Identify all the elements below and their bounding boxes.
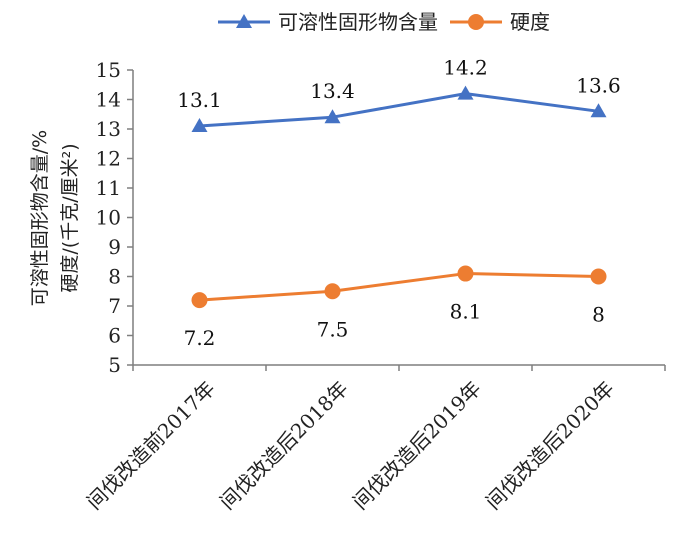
y-axis-title-line-2: 硬度/(千克/厘米²) — [59, 143, 81, 292]
series-line-1 — [199, 92, 599, 128]
legend-marker-1 — [236, 14, 252, 28]
legend-label-1: 可溶性固形物含量 — [278, 10, 438, 34]
data-point — [191, 292, 208, 309]
y-tick-label: 5 — [108, 353, 121, 377]
y-tick-label: 15 — [96, 58, 121, 82]
legend-label-2: 硬度 — [510, 10, 550, 34]
data-point — [590, 103, 607, 118]
y-tick-label: 11 — [96, 176, 121, 200]
data-point — [457, 85, 474, 100]
plot-area: 13.1 13.4 14.2 13.6 7.2 7.5 8.1 8 — [177, 56, 621, 351]
y-tick-label: 7 — [108, 294, 121, 318]
y-axis-title: 可溶性固形物含量/% 硬度/(千克/厘米²) — [29, 130, 81, 306]
data-point — [324, 283, 341, 300]
data-label: 14.2 — [443, 56, 488, 80]
x-tick-label: 间伐改造后2020年 — [481, 376, 619, 514]
data-label: 13.6 — [576, 73, 621, 97]
data-label: 8.1 — [450, 300, 482, 324]
data-label: 7.2 — [184, 326, 216, 350]
data-label: 13.1 — [177, 88, 222, 112]
y-tick-label: 10 — [96, 206, 121, 230]
y-tick-label: 8 — [108, 265, 121, 289]
y-tick-label: 14 — [96, 88, 121, 112]
data-point — [324, 109, 341, 124]
data-label: 8 — [592, 303, 605, 327]
y-axis-title-line-1: 可溶性固形物含量/% — [29, 130, 51, 306]
data-label: 7.5 — [317, 317, 349, 341]
data-label: 13.4 — [310, 79, 355, 103]
y-tick-label: 13 — [96, 117, 121, 141]
data-point — [457, 265, 474, 282]
legend: 可溶性固形物含量 硬度 — [218, 10, 550, 34]
data-point — [590, 268, 607, 285]
y-tick-label: 6 — [108, 324, 121, 348]
x-tick-label: 间伐改造前2017年 — [82, 376, 220, 514]
y-tick-label: 9 — [108, 235, 121, 259]
series-line-2 — [199, 272, 599, 302]
data-point — [191, 118, 208, 133]
legend-marker-2 — [468, 14, 484, 30]
y-tick-label: 12 — [96, 147, 121, 171]
y-axis: 5 6 7 8 9 10 11 12 13 14 15 — [96, 58, 134, 377]
x-tick-label: 间伐改造后2018年 — [215, 376, 353, 514]
x-tick-label: 间伐改造后2019年 — [348, 376, 486, 514]
